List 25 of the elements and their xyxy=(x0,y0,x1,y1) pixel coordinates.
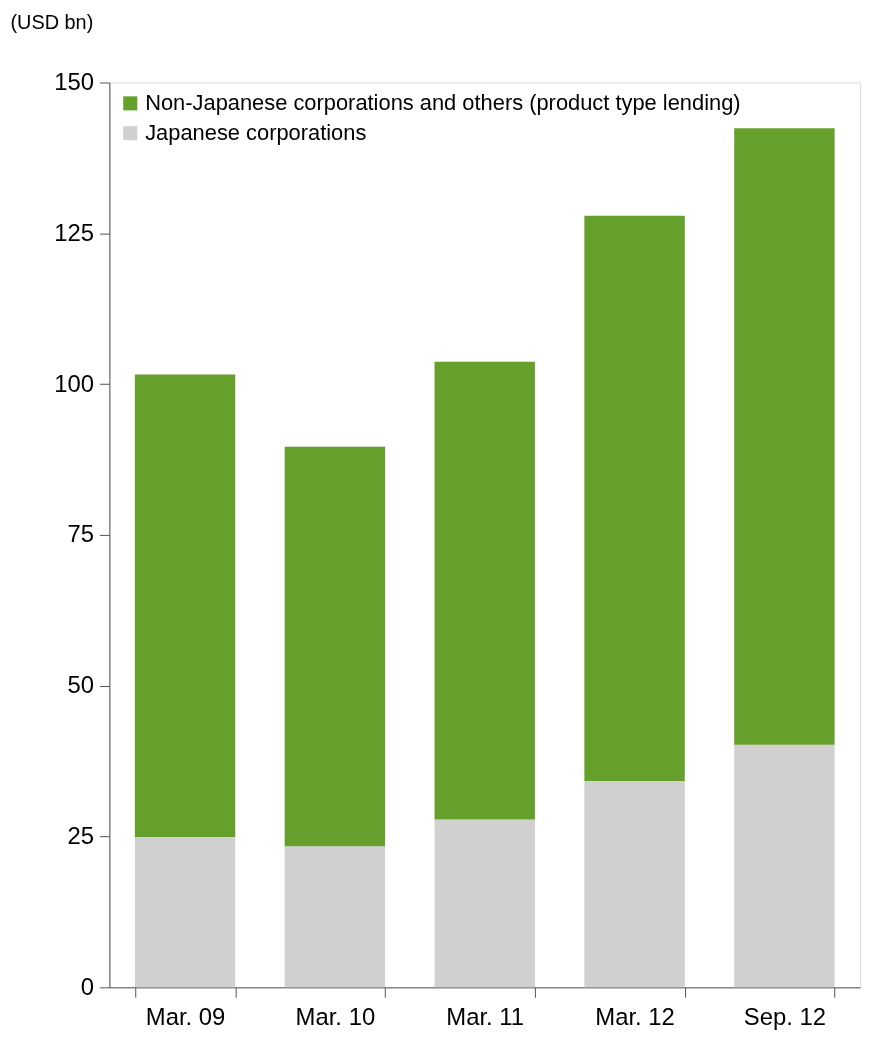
x-tick-label: Mar. 12 xyxy=(595,1002,675,1030)
x-tick-label: Mar. 11 xyxy=(446,1002,525,1030)
x-tick-label: Mar. 09 xyxy=(145,1002,226,1030)
y-tick-label: 75 xyxy=(67,520,94,548)
bar xyxy=(434,819,535,988)
bar xyxy=(584,781,685,988)
y-tick-label: 125 xyxy=(54,218,94,246)
x-tick-label: Sep. 12 xyxy=(743,1002,827,1030)
bar xyxy=(584,215,685,782)
y-tick-label: 100 xyxy=(54,369,94,397)
bar xyxy=(284,446,386,847)
bar xyxy=(134,374,236,838)
y-tick-label: 50 xyxy=(67,671,94,699)
bar xyxy=(734,744,835,988)
bar xyxy=(734,128,835,745)
legend-label: Japanese corporations xyxy=(145,120,367,146)
y-tick-label: 25 xyxy=(67,821,94,849)
y-tick-label: 0 xyxy=(80,972,94,1000)
bar xyxy=(434,361,535,820)
y-tick-label: 150 xyxy=(54,67,94,95)
legend-label: Non-Japanese corporations and others (product type lending) xyxy=(145,90,741,116)
bar xyxy=(284,846,386,988)
x-tick-label: Mar. 10 xyxy=(295,1002,376,1030)
y-axis-title: (USD bn) xyxy=(10,11,94,34)
bar xyxy=(134,837,236,988)
